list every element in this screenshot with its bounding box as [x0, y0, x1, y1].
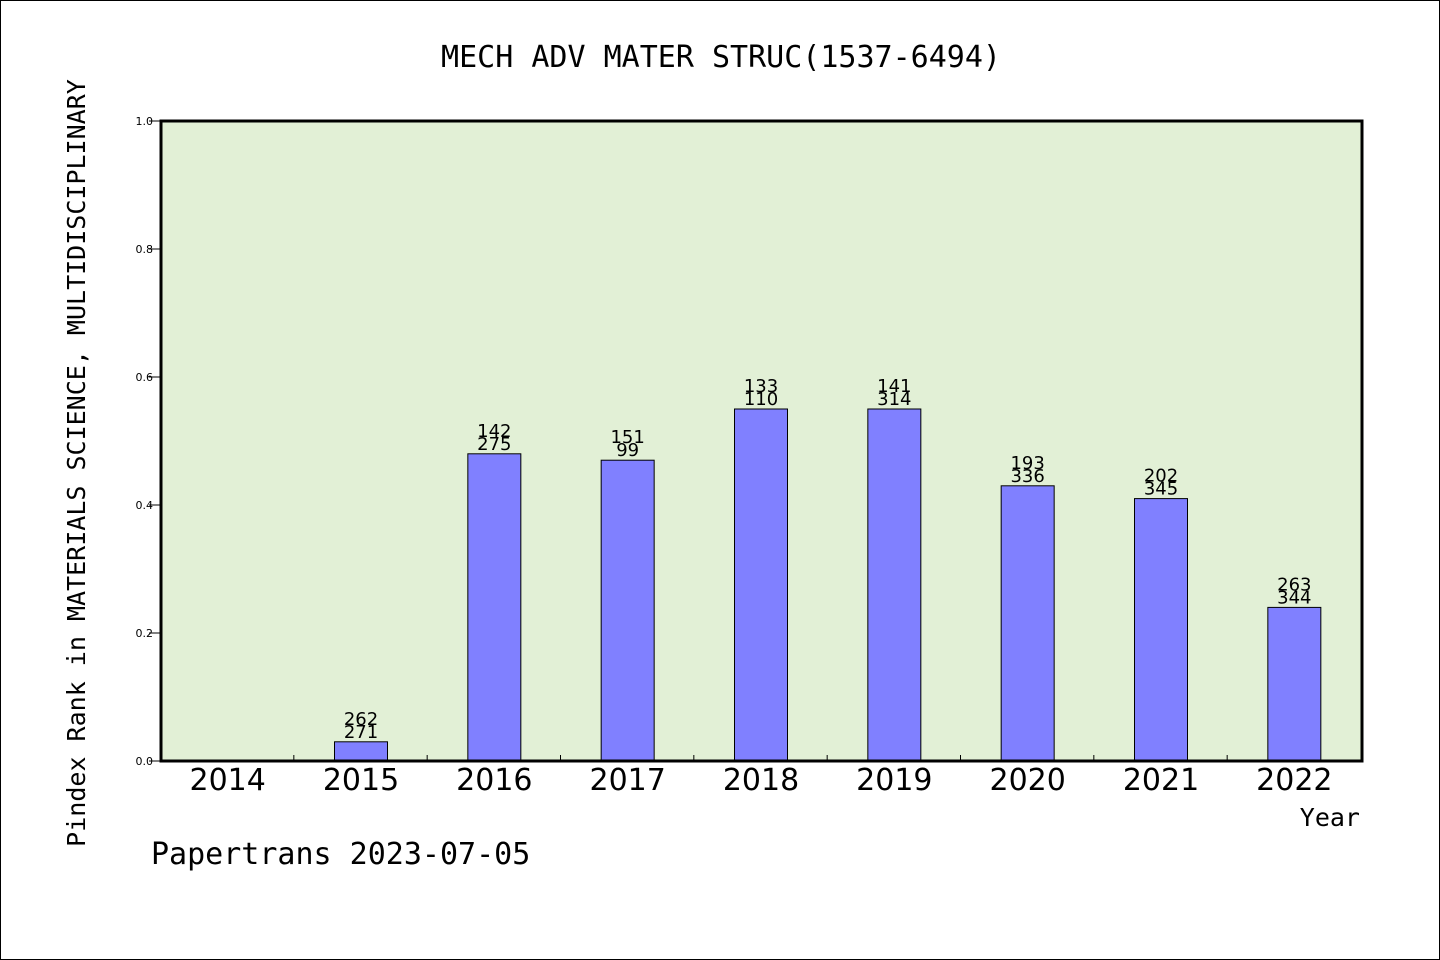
- footer-text: Papertrans 2023-07-05: [151, 837, 530, 872]
- x-axis-label: Year: [1300, 803, 1360, 832]
- bar-label-rank-2015: 262: [344, 709, 378, 730]
- x-tick-label-2021: 2021: [1123, 763, 1199, 798]
- bar-label-total-2022: 344: [1277, 587, 1311, 608]
- bar-label-rank-2018: 133: [744, 376, 778, 397]
- y-tick-label: 0.8: [136, 243, 154, 256]
- x-tick-label-2015: 2015: [323, 763, 399, 798]
- bar-2016: [467, 453, 522, 762]
- x-tick-label-2022: 2022: [1256, 763, 1332, 798]
- plot-border: [159, 119, 1364, 763]
- bar-label-total-2017: 99: [616, 440, 639, 461]
- bar-label-rank-2021: 202: [1144, 466, 1178, 487]
- y-tick-label: 0.6: [136, 371, 154, 384]
- bar-label-total-2016: 275: [477, 434, 511, 455]
- x-tick-label-2014: 2014: [189, 763, 265, 798]
- bar-label-rank-2017: 151: [610, 427, 644, 448]
- bar-label-rank-2019: 141: [877, 376, 911, 397]
- x-tick-label-2020: 2020: [989, 763, 1065, 798]
- bar-label-total-2019: 314: [877, 389, 911, 410]
- y-tick-label: 1.0: [136, 115, 154, 128]
- bar-2022: [1267, 606, 1322, 762]
- bar-label-rank-2016: 142: [477, 421, 511, 442]
- bar-2017: [600, 459, 655, 762]
- bar-label-rank-2020: 193: [1010, 453, 1044, 474]
- x-tick-label-2018: 2018: [723, 763, 799, 798]
- bar-label-rank-2022: 263: [1277, 574, 1311, 595]
- y-tick-label: 0.0: [136, 755, 154, 768]
- x-tick-label-2016: 2016: [456, 763, 532, 798]
- bars-group: [334, 408, 1322, 762]
- bar-2019: [867, 408, 922, 762]
- bar-2020: [1000, 485, 1055, 762]
- bar-label-total-2020: 336: [1010, 466, 1044, 487]
- chart-title: MECH ADV MATER STRUC(1537-6494): [441, 40, 1001, 75]
- bar-label-total-2018: 110: [744, 389, 778, 410]
- bar-2015: [334, 741, 388, 762]
- x-tick-label-2017: 2017: [589, 763, 665, 798]
- y-tick-label: 0.2: [136, 627, 154, 640]
- x-tick-label-2019: 2019: [856, 763, 932, 798]
- y-axis-label: Pindex Rank in MATERIALS SCIENCE, MULTID…: [62, 79, 91, 847]
- bar-label-total-2015: 271: [344, 722, 378, 743]
- y-tick-label: 0.4: [136, 499, 154, 512]
- bar-2021: [1134, 498, 1188, 762]
- bar-2018: [734, 408, 788, 762]
- bar-label-total-2021: 345: [1144, 479, 1178, 500]
